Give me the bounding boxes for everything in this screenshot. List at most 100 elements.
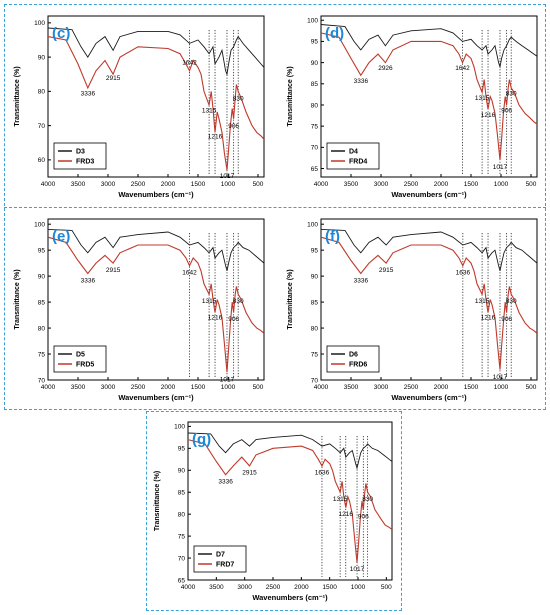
- peak-label: 906: [501, 316, 512, 323]
- y-tick-label: 80: [311, 102, 319, 109]
- chart-panel-c: 4000 3500 3000 2500 2000 1500 1000 500 60 70 80 90 1…: [14, 15, 265, 199]
- x-tick-label: 1000: [221, 181, 236, 188]
- y-axis-label: Transmittance (%): [287, 269, 294, 329]
- x-tick-label: 1000: [351, 584, 366, 591]
- y-tick-label: 100: [307, 221, 318, 228]
- series-line-frd7: [187, 439, 393, 563]
- legend-box: [53, 345, 107, 373]
- plot-frame: [47, 15, 265, 178]
- peak-label: 3336: [81, 277, 96, 284]
- y-tick-label: 70: [38, 377, 46, 384]
- x-tick-label: 3500: [71, 181, 86, 188]
- peak-label: 2915: [106, 75, 121, 82]
- x-tick-label: 1500: [322, 584, 337, 591]
- x-tick-label: 500: [253, 384, 264, 391]
- legend-label: FRD4: [349, 159, 367, 166]
- y-tick-label: 70: [178, 555, 186, 562]
- panel-tag: (g): [192, 431, 211, 448]
- x-tick-label: 1500: [464, 384, 479, 391]
- peak-label: 830: [506, 91, 517, 98]
- plot-frame: [320, 15, 538, 178]
- peak-label: 2915: [106, 267, 121, 274]
- panel-tag: (e): [52, 228, 70, 245]
- peak-label: 2926: [378, 65, 393, 72]
- y-tick-label: 90: [311, 273, 319, 280]
- y-tick-label: 100: [34, 20, 45, 27]
- x-tick-label: 4000: [314, 181, 329, 188]
- legend-box: [326, 345, 380, 373]
- y-tick-label: 70: [311, 377, 319, 384]
- y-tick-label: 85: [178, 490, 186, 497]
- y-tick-label: 65: [178, 577, 186, 584]
- y-axis-label: Transmittance (%): [14, 269, 21, 329]
- x-axis-label: Wavenumbers (cm⁻¹): [391, 393, 467, 402]
- x-tick-label: 2500: [266, 584, 281, 591]
- y-tick-label: 80: [311, 325, 319, 332]
- y-axis-label: Transmittance (%): [14, 66, 21, 126]
- y-tick-label: 90: [38, 54, 46, 61]
- x-tick-label: 3000: [374, 181, 389, 188]
- y-axis-label: Transmittance (%): [287, 66, 294, 126]
- peak-label: 1315: [202, 108, 217, 115]
- panel-tag: (c): [52, 25, 70, 42]
- chart-panel-g: 4000 3500 3000 2500 2000 1500 1000 500 65 70 75 80 8…: [154, 421, 393, 602]
- x-tick-label: 3000: [101, 384, 116, 391]
- y-tick-label: 100: [34, 221, 45, 228]
- peak-label: 830: [362, 496, 373, 503]
- x-tick-label: 2000: [434, 384, 449, 391]
- legend-label: FRD7: [216, 562, 234, 569]
- x-tick-label: 2500: [131, 384, 146, 391]
- chart-panel-f: 4000 3500 3000 2500 2000 1500 1000 500 70 75 80 85 9…: [287, 218, 538, 402]
- x-tick-label: 2500: [404, 181, 419, 188]
- x-tick-label: 1000: [494, 181, 509, 188]
- x-tick-label: 2000: [434, 181, 449, 188]
- y-tick-label: 80: [38, 89, 46, 96]
- plot-frame: [47, 218, 265, 381]
- y-tick-label: 75: [311, 351, 319, 358]
- y-tick-label: 60: [38, 157, 46, 164]
- peak-label: 906: [228, 316, 239, 323]
- panel-tag: (f): [325, 228, 340, 245]
- x-tick-label: 3000: [101, 181, 116, 188]
- legend-label: D6: [349, 352, 358, 359]
- y-tick-label: 80: [178, 511, 186, 518]
- x-tick-label: 500: [253, 181, 264, 188]
- y-tick-label: 75: [178, 533, 186, 540]
- peak-label: 2915: [379, 267, 394, 274]
- peak-label: 1642: [455, 65, 470, 72]
- x-axis-label: Wavenumbers (cm⁻¹): [118, 190, 194, 199]
- series-line-frd3: [47, 36, 265, 171]
- peak-label: 3336: [218, 478, 233, 485]
- y-tick-label: 100: [174, 424, 185, 431]
- legend-box: [53, 142, 107, 170]
- peak-label: 3336: [354, 277, 369, 284]
- y-tick-label: 85: [38, 299, 46, 306]
- x-tick-label: 2000: [161, 384, 176, 391]
- x-tick-label: 3500: [71, 384, 86, 391]
- x-tick-label: 3000: [237, 584, 252, 591]
- peak-label: 1017: [493, 164, 508, 171]
- peak-label: 906: [501, 108, 512, 115]
- peak-label: 1216: [481, 112, 496, 119]
- series-line-d6: [320, 228, 538, 272]
- x-tick-label: 2500: [131, 181, 146, 188]
- x-axis-label: Wavenumbers (cm⁻¹): [118, 393, 194, 402]
- x-tick-label: 3500: [344, 384, 359, 391]
- peak-label: 1315: [202, 298, 217, 305]
- y-tick-label: 85: [311, 299, 319, 306]
- y-tick-label: 70: [38, 123, 46, 130]
- x-tick-label: 500: [381, 584, 392, 591]
- legend-label: D7: [216, 552, 225, 559]
- peak-label: 1017: [493, 374, 508, 381]
- peak-label: 1017: [350, 566, 365, 573]
- x-tick-label: 500: [526, 384, 537, 391]
- peak-label: 1642: [182, 269, 197, 276]
- peak-label: 1216: [339, 511, 354, 518]
- legend-label: D4: [349, 149, 358, 156]
- peak-label: 3336: [354, 78, 369, 85]
- peak-label: 1216: [208, 315, 223, 322]
- x-tick-label: 4000: [314, 384, 329, 391]
- y-tick-label: 95: [311, 39, 319, 46]
- x-tick-label: 2000: [161, 181, 176, 188]
- y-tick-label: 100: [307, 18, 318, 25]
